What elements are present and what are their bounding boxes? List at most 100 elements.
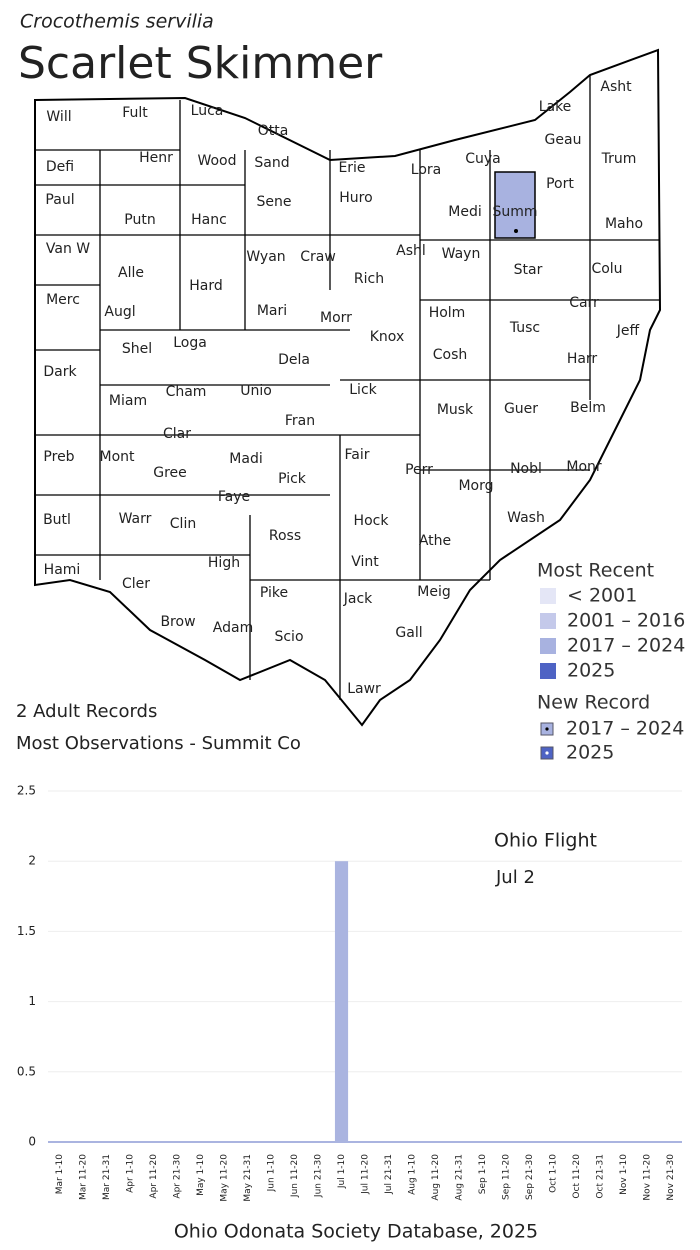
county-label: Wayn (442, 246, 481, 262)
county-label: Clin (170, 516, 196, 532)
county-label: Putn (124, 212, 155, 228)
bar (334, 861, 349, 1142)
legend-label: < 2001 (567, 585, 637, 607)
x-tick-label: Oct 11-20 (572, 1154, 582, 1199)
county-label: Summ (492, 204, 537, 220)
county-label: Athe (419, 533, 451, 549)
county-label: Star (514, 262, 543, 278)
county-label: Fult (122, 105, 148, 121)
county-label: Cler (122, 576, 150, 592)
county-label: Wood (197, 153, 236, 169)
county-label: Dela (278, 352, 310, 368)
county-label: Meig (417, 584, 450, 600)
county-label: Ross (269, 528, 301, 544)
county-label: Merc (46, 292, 80, 308)
x-tick-label: Sep 1-10 (478, 1154, 488, 1195)
county-label: Cuya (465, 151, 501, 167)
county-highlight (494, 171, 536, 239)
common-name: Scarlet Skimmer (18, 38, 383, 89)
county-label: Augl (104, 304, 135, 320)
county-label: Trum (601, 151, 637, 167)
x-tick-label: Nov 21-30 (666, 1154, 676, 1201)
county-label: Rich (354, 271, 384, 287)
x-tick-label: Jun 21-30 (314, 1154, 324, 1198)
county-label: Carr (569, 295, 599, 311)
county-label: High (208, 555, 240, 571)
county-label: Lick (349, 382, 377, 398)
county-label: Port (546, 176, 574, 192)
county-label: Harr (567, 351, 598, 367)
legend-title: New Record (537, 692, 650, 714)
x-tick-label: Mar 1-10 (55, 1154, 65, 1195)
x-tick-label: Jul 11-20 (361, 1154, 371, 1195)
county-label: Tusc (509, 320, 540, 336)
x-tick-label: Aug 11-20 (431, 1154, 441, 1201)
x-tick-label: Jul 1-10 (337, 1154, 347, 1189)
county-label: Mari (257, 303, 287, 319)
county-label: Geau (545, 132, 582, 148)
county-label: Miam (109, 393, 147, 409)
y-tick-label: 2.5 (17, 784, 36, 798)
x-tick-label: Oct 1-10 (548, 1154, 558, 1193)
county-label: Morr (320, 310, 352, 326)
county-label: Butl (43, 512, 71, 528)
x-tick-label: Apr 21-30 (173, 1154, 183, 1199)
x-tick-label: Sep 21-30 (525, 1154, 535, 1200)
x-tick-label: Mar 11-20 (79, 1154, 89, 1200)
county-label: Jeff (616, 323, 640, 339)
county-label: Pike (260, 585, 288, 601)
y-tick-label: 2 (28, 854, 36, 868)
x-tick-label: Sep 11-20 (501, 1154, 511, 1200)
county-label: Van W (46, 241, 90, 257)
x-tick-label: Nov 1-10 (619, 1154, 629, 1195)
county-label: Shel (122, 341, 152, 357)
county-label: Morg (458, 478, 493, 494)
county-label: Loga (173, 335, 207, 351)
county-label: Musk (437, 402, 474, 418)
county-label: Ashl (396, 243, 426, 259)
county-label: Preb (43, 449, 74, 465)
legend-dot (545, 751, 549, 755)
county-label: Sand (254, 155, 289, 171)
county-label: Madi (229, 451, 262, 467)
y-tick-label: 0 (28, 1135, 36, 1149)
legend-label: 2017 – 2024 (567, 635, 685, 657)
county-label: Hard (189, 278, 223, 294)
county-label: Monr (566, 459, 602, 475)
legend-swatch (540, 588, 556, 604)
x-tick-label: Aug 21-31 (454, 1154, 464, 1201)
county-label: Lawr (347, 681, 381, 697)
county-label: Colu (591, 261, 622, 277)
x-tick-label: Jul 21-31 (384, 1154, 394, 1195)
county-label: Huro (339, 190, 372, 206)
county-label: Wyan (246, 249, 285, 265)
county-label: Cosh (433, 347, 468, 363)
x-tick-label: Jun 11-20 (290, 1154, 300, 1198)
x-tick-label: Apr 1-10 (126, 1154, 136, 1193)
annotation-date: Jul 2 (495, 867, 535, 888)
county-label: Belm (570, 400, 606, 416)
county-label: Scio (274, 629, 303, 645)
x-tick-label: Aug 1-10 (407, 1154, 417, 1195)
county-label: Clar (163, 426, 191, 442)
legend-label: 2025 (566, 742, 614, 764)
county-label: Maho (605, 216, 643, 232)
county-label: Adam (213, 620, 253, 636)
county-label: Warr (119, 511, 152, 527)
county-label: Mont (99, 449, 135, 465)
county-label: Brow (160, 614, 195, 630)
county-label: Wash (507, 510, 545, 526)
legend-swatch (540, 638, 556, 654)
county-label: Dark (43, 364, 77, 380)
county-label: Lora (411, 162, 441, 178)
county-label: Knox (370, 329, 404, 345)
legend-label: 2025 (567, 660, 615, 682)
legend-swatch (540, 613, 556, 629)
most-observations: Most Observations - Summit Co (16, 733, 301, 754)
county-label: Fran (285, 413, 315, 429)
county-label: Sene (257, 194, 292, 210)
county-label: Cham (166, 384, 207, 400)
county-label: Pick (278, 471, 307, 487)
county-label: Guer (504, 401, 538, 417)
